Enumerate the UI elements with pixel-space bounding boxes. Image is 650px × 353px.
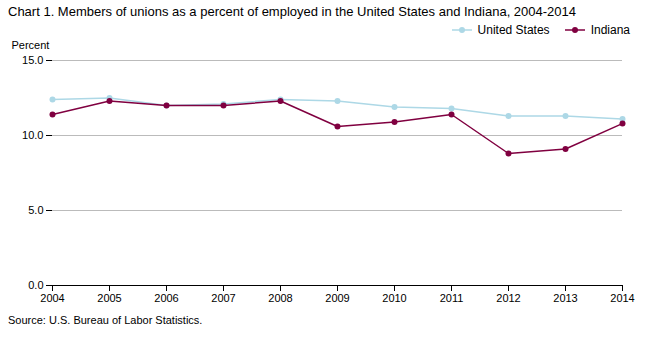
svg-text:5.0: 5.0 — [28, 204, 43, 216]
svg-text:2009: 2009 — [325, 292, 349, 304]
html-text:Chart 1. Members of unions as: Chart 1. Members of unions as a percent … — [8, 4, 576, 19]
svg-text:2004: 2004 — [40, 292, 64, 304]
svg-text:2014: 2014 — [610, 292, 634, 304]
html-text:Indiana: Indiana — [590, 23, 630, 37]
svg-text:0.0: 0.0 — [28, 279, 43, 291]
html-text:United States: United States — [477, 23, 550, 37]
svg-text:10.0: 10.0 — [22, 129, 43, 141]
svg-text:Percent: Percent — [12, 39, 50, 51]
svg-text:2005: 2005 — [97, 292, 121, 304]
svg-text:2010: 2010 — [382, 292, 406, 304]
svg-text:2013: 2013 — [553, 292, 577, 304]
svg-text:2008: 2008 — [268, 292, 292, 304]
svg-text:2006: 2006 — [154, 292, 178, 304]
svg-text:2011: 2011 — [440, 292, 464, 304]
svg-text:2007: 2007 — [211, 292, 235, 304]
svg-text:15.0: 15.0 — [22, 54, 43, 66]
svg-text:2012: 2012 — [496, 292, 520, 304]
html-text:Source: U.S. Bureau of Labor S: Source: U.S. Bureau of Labor Statistics. — [8, 314, 203, 326]
